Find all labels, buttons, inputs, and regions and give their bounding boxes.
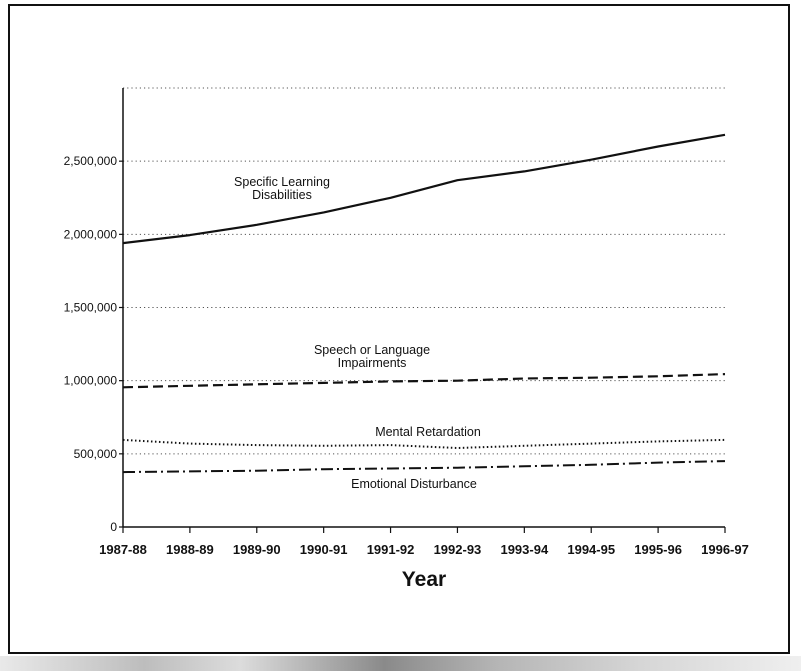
x-tick-label: 1989-90 [233, 542, 281, 557]
series-line-specific-learning-disabilities [122, 133, 726, 245]
series-annotation: Emotional Disturbance [351, 477, 477, 491]
series-annotation: Mental Retardation [375, 425, 481, 439]
y-tick-label: 500,000 [74, 447, 118, 461]
series-annotation: Specific Learning [234, 175, 330, 189]
x-tick-label: 1994-95 [567, 542, 615, 557]
y-tick-label: 1,000,000 [64, 374, 118, 388]
series-line-speech-or-language-impairments [122, 373, 726, 389]
x-tick-label: 1991-92 [367, 542, 415, 557]
gridlines [123, 87, 725, 455]
series-annotation: Impairments [338, 356, 407, 370]
y-tick-labels: 0 500,000 1,000,000 1,500,000 2,000,000 2,500… [64, 154, 118, 534]
x-tick-label: 1990-91 [300, 542, 348, 557]
x-tick-labels: 1987-88 1988-89 1989-90 1990-91 1991-92 1992-… [99, 542, 749, 557]
y-tick-label: 1,500,000 [64, 301, 118, 315]
x-tick-label: 1995-96 [634, 542, 682, 557]
series-line-emotional-disturbance [122, 460, 726, 474]
y-tick-label: 2,000,000 [64, 227, 118, 241]
x-tick-label: 1996-97 [701, 542, 749, 557]
chart-frame [8, 4, 790, 654]
x-tick-label: 1987-88 [99, 542, 147, 557]
y-tick-label: 0 [110, 520, 117, 534]
series-lines [122, 133, 726, 474]
x-tick-label: 1992-93 [434, 542, 482, 557]
x-tick-label: 1993-94 [500, 542, 548, 557]
x-tick-label: 1988-89 [166, 542, 214, 557]
x-axis-label: Year [402, 568, 446, 591]
series-annotation: Speech or Language [314, 343, 430, 357]
series-annotation: Disabilities [252, 188, 312, 202]
axes [119, 88, 726, 533]
series-line-mental-retardation [122, 438, 726, 449]
scan-artifact-strip [0, 656, 801, 671]
y-tick-label: 2,500,000 [64, 154, 118, 168]
